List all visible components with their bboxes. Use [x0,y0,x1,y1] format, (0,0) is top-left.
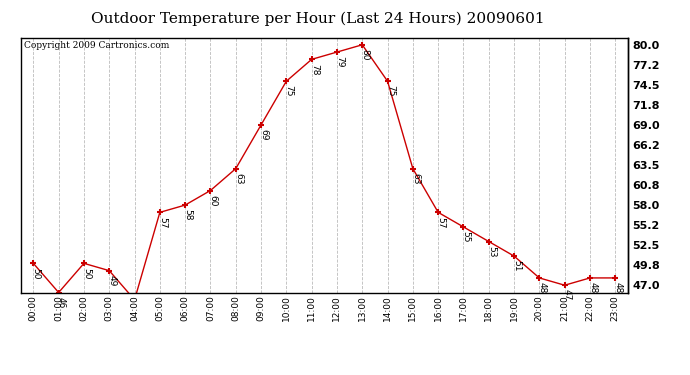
Text: 48: 48 [613,282,622,294]
Text: 55: 55 [462,231,471,243]
Text: 47: 47 [563,290,572,301]
Text: 48: 48 [538,282,546,294]
Text: 48: 48 [589,282,598,294]
Text: 53: 53 [487,246,496,257]
Text: 57: 57 [437,216,446,228]
Text: 50: 50 [82,267,91,279]
Text: 63: 63 [234,173,243,184]
Text: 79: 79 [335,56,344,68]
Text: 75: 75 [285,86,294,97]
Text: 80: 80 [361,49,370,60]
Text: 46: 46 [57,297,66,308]
Text: 50: 50 [32,267,41,279]
Text: 45: 45 [0,374,1,375]
Text: 51: 51 [513,260,522,272]
Text: 78: 78 [310,63,319,75]
Text: Outdoor Temperature per Hour (Last 24 Hours) 20090601: Outdoor Temperature per Hour (Last 24 Ho… [90,11,544,26]
Text: 57: 57 [158,216,167,228]
Text: 69: 69 [259,129,268,141]
Text: 49: 49 [108,275,117,286]
Text: 63: 63 [411,173,420,184]
Text: 58: 58 [184,209,193,221]
Text: Copyright 2009 Cartronics.com: Copyright 2009 Cartronics.com [23,41,169,50]
Text: 60: 60 [209,195,218,206]
Text: 75: 75 [386,86,395,97]
